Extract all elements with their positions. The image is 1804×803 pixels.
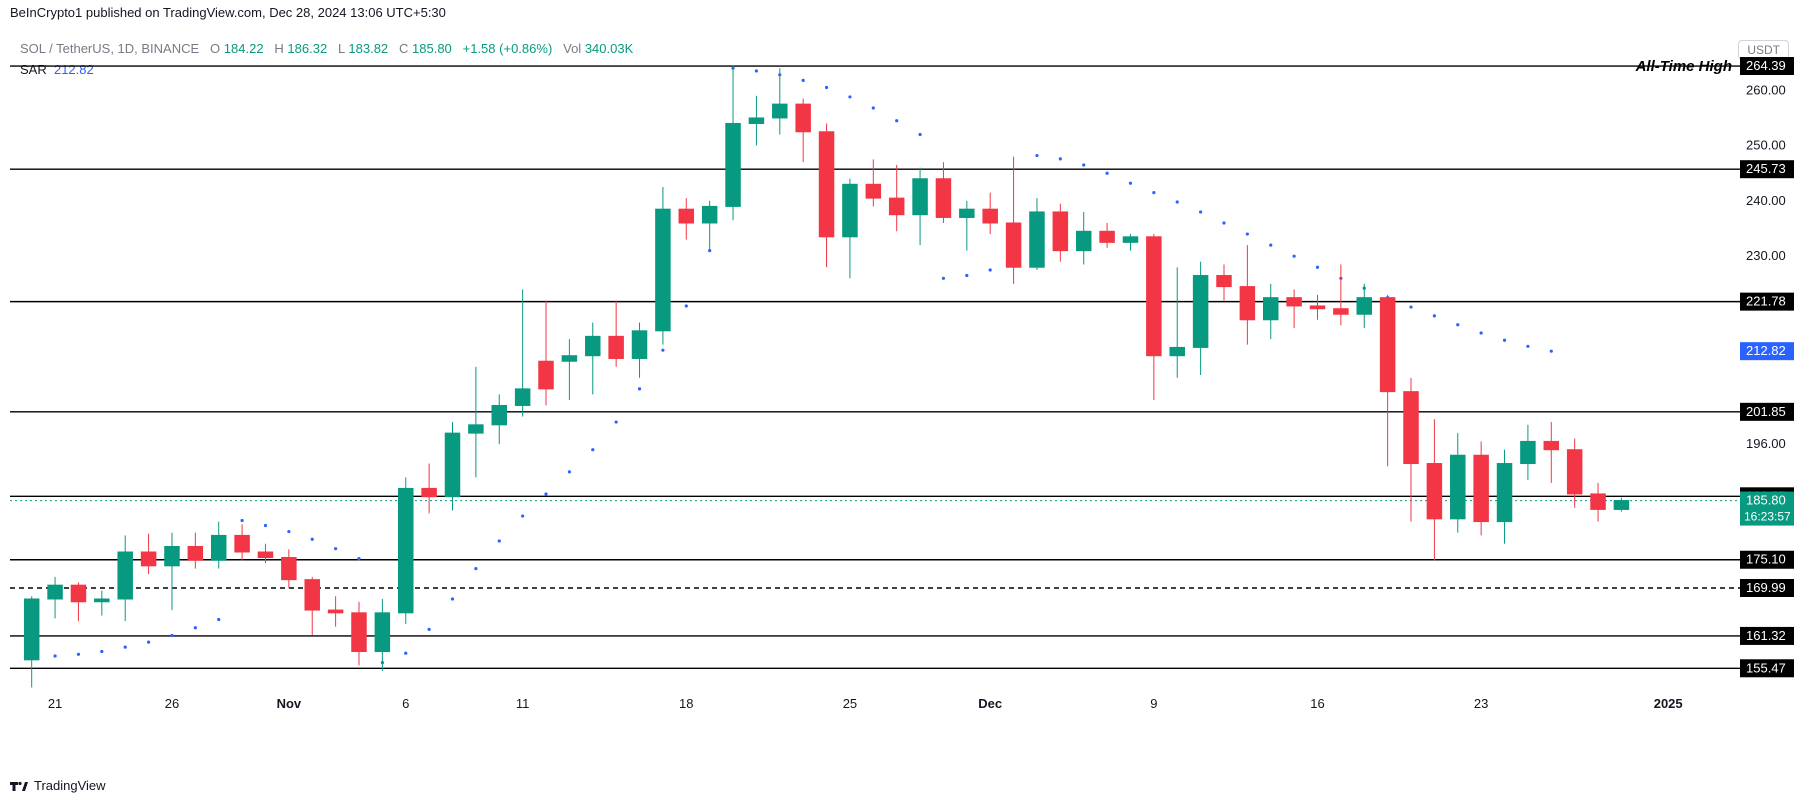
time-tick: 16	[1310, 696, 1324, 711]
time-tick: 18	[679, 696, 693, 711]
svg-text:230.00: 230.00	[1746, 248, 1786, 263]
time-tick: 6	[402, 696, 409, 711]
svg-text:201.85: 201.85	[1746, 404, 1786, 419]
svg-text:250.00: 250.00	[1746, 138, 1786, 153]
chart-pane[interactable]: 196.00 230.00 240.00 250.00 260.00 264.39 All-…	[10, 35, 1794, 693]
svg-text:196.00: 196.00	[1746, 436, 1786, 451]
time-tick: Dec	[978, 696, 1002, 711]
footer-brand: TradingView	[34, 778, 106, 793]
svg-text:175.10: 175.10	[1746, 552, 1786, 567]
time-tick: 25	[843, 696, 857, 711]
svg-text:212.82: 212.82	[1746, 343, 1786, 358]
svg-text:260.00: 260.00	[1746, 82, 1786, 97]
svg-text:16:23:57: 16:23:57	[1744, 510, 1791, 524]
time-tick: 21	[48, 696, 62, 711]
svg-text:245.73: 245.73	[1746, 161, 1786, 176]
svg-text:169.99: 169.99	[1746, 580, 1786, 595]
time-tick: 9	[1150, 696, 1157, 711]
time-tick: 23	[1474, 696, 1488, 711]
footer-attribution: TradingView	[10, 778, 106, 793]
tradingview-logo-icon	[10, 780, 28, 792]
time-tick: 11	[516, 696, 530, 711]
svg-text:221.78: 221.78	[1746, 294, 1786, 309]
time-tick: 2025	[1654, 696, 1683, 711]
time-tick: 26	[165, 696, 179, 711]
svg-text:264.39: 264.39	[1746, 58, 1786, 73]
time-axis: 21 26 Nov 6 11 18 25 Dec 9 16 23 2025	[10, 696, 1742, 718]
time-tick: Nov	[277, 696, 302, 711]
svg-text:240.00: 240.00	[1746, 193, 1786, 208]
svg-text:All-Time High: All-Time High	[1635, 58, 1732, 75]
svg-text:155.47: 155.47	[1746, 660, 1786, 675]
publisher-line: BeInCrypto1 published on TradingView.com…	[10, 5, 446, 20]
price-chart[interactable]: 196.00 230.00 240.00 250.00 260.00 264.39 All-…	[10, 35, 1794, 693]
svg-text:185.80: 185.80	[1746, 493, 1786, 508]
svg-text:161.32: 161.32	[1746, 628, 1786, 643]
